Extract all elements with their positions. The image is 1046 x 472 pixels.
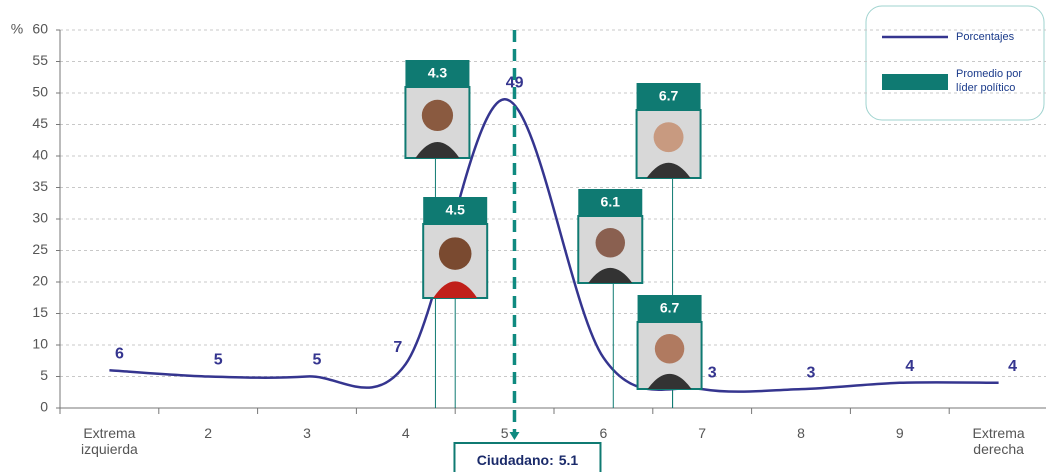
y-tick-label: 20 [32, 273, 48, 289]
x-tick-label: Extrema derecha [964, 425, 1034, 457]
legend-text: Promedio por [956, 68, 1022, 80]
photo-face [655, 334, 684, 363]
x-tick-label: 8 [756, 425, 846, 441]
data-label: 5 [313, 352, 322, 369]
x-tick-label: 4 [361, 425, 451, 441]
y-tick-label: 60 [32, 21, 48, 37]
citizen-label: Ciudadano: 5.1 [477, 452, 579, 468]
photo-face [439, 237, 472, 270]
x-tick-label: 9 [855, 425, 945, 441]
y-tick-label: 5 [40, 367, 48, 383]
data-label: 7 [393, 339, 402, 356]
photo-face [422, 100, 453, 131]
photo-face [654, 122, 684, 152]
y-tick-label: 25 [32, 241, 48, 257]
y-tick-label: 35 [32, 178, 48, 194]
legend-swatch [882, 74, 948, 90]
data-label: 4 [1008, 358, 1017, 375]
leader-value: 4.3 [428, 65, 448, 81]
data-label: 4 [905, 358, 914, 375]
data-label: 3 [708, 364, 717, 381]
data-label: 5 [214, 352, 223, 369]
y-tick-label: 45 [32, 115, 48, 131]
legend-text: líder político [956, 82, 1015, 94]
x-tick-label: 5 [460, 425, 550, 441]
leader-value: 6.1 [601, 194, 621, 210]
x-tick-label: 6 [558, 425, 648, 441]
chart: 051015202530354045505560%6557493344Ciuda… [0, 0, 1046, 472]
leader-value: 6.7 [659, 88, 679, 104]
x-tick-label: 7 [657, 425, 747, 441]
data-label: 6 [115, 345, 124, 362]
legend-box [866, 6, 1044, 120]
data-label: 3 [807, 364, 816, 381]
y-tick-label: 55 [32, 52, 48, 68]
legend-label: Porcentajes [956, 31, 1015, 43]
y-tick-label: 10 [32, 336, 48, 352]
line-series [109, 99, 998, 391]
x-tick-label: 2 [163, 425, 253, 441]
citizen-value: 5.1 [559, 452, 579, 468]
y-axis-label: % [11, 21, 23, 37]
chart-root: 051015202530354045505560%6557493344Ciuda… [0, 0, 1046, 472]
leader-value: 4.5 [445, 202, 465, 218]
x-tick-label: 3 [262, 425, 352, 441]
x-tick-label: Extrema izquierda [74, 425, 144, 457]
y-tick-label: 30 [32, 210, 48, 226]
leader-value: 6.7 [660, 300, 680, 316]
y-tick-label: 40 [32, 147, 48, 163]
y-tick-label: 0 [40, 399, 48, 415]
photo-face [596, 228, 625, 257]
y-tick-label: 50 [32, 84, 48, 100]
citizen-text: Ciudadano: [477, 452, 554, 468]
y-tick-label: 15 [32, 304, 48, 320]
